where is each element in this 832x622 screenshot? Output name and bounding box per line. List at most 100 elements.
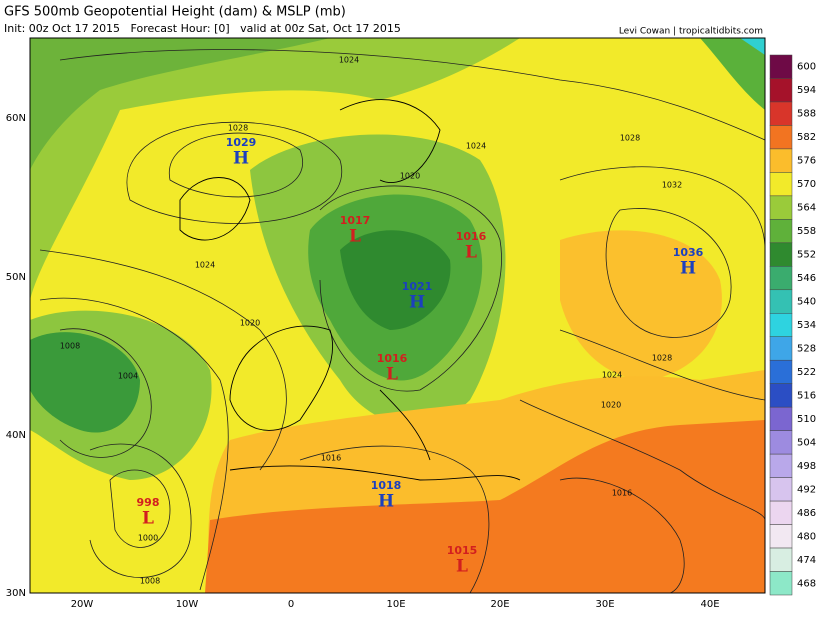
colorbar-swatch <box>769 336 793 361</box>
colorbar-swatch <box>769 383 793 408</box>
title: GFS 500mb Geopotential Height (dam) & MS… <box>4 5 346 20</box>
colorbar-swatch <box>769 430 793 455</box>
isobar-label: 1000 <box>138 534 158 543</box>
isobar-label: 1024 <box>602 371 622 380</box>
colorbar-label: 546 <box>797 273 816 284</box>
center-letter: L <box>349 227 361 247</box>
colorbar-label: 510 <box>797 414 816 425</box>
lon-label: 20W <box>71 599 94 610</box>
colorbar-label: 528 <box>797 343 816 354</box>
colorbar-label: 564 <box>797 203 816 214</box>
coastlines <box>179 99 521 481</box>
map-frame <box>29 37 766 594</box>
lon-label: 40E <box>700 599 719 610</box>
colorbar-swatch <box>769 148 793 173</box>
center-value: 1016 <box>377 352 408 365</box>
center-value: 1018 <box>371 479 402 492</box>
colorbar-swatch <box>769 266 793 291</box>
colorbar-label: 570 <box>797 179 816 190</box>
colorbar-label: 552 <box>797 250 816 261</box>
colorbar-label: 498 <box>797 461 816 472</box>
lat-label: 40N <box>6 430 26 441</box>
colorbar-swatch <box>769 547 793 572</box>
center-letter: H <box>680 259 696 279</box>
colorbar-swatch <box>769 101 793 126</box>
colorbar-label: 576 <box>797 156 816 167</box>
isobars <box>39 49 765 593</box>
colorbar-swatch <box>769 524 793 549</box>
center-letter: L <box>456 557 468 577</box>
center-letter: H <box>378 492 394 512</box>
center-letter: H <box>233 149 249 169</box>
center-value: 1015 <box>447 544 478 557</box>
colorbar-label: 522 <box>797 367 816 378</box>
isobar-label: 1016 <box>321 454 341 463</box>
colorbar-label: 468 <box>797 578 816 589</box>
colorbar-swatch <box>769 571 793 596</box>
isobar-label: 1032 <box>662 181 682 190</box>
colorbar-swatch <box>769 172 793 197</box>
center-value: 1017 <box>340 214 371 227</box>
colorbar-label: 558 <box>797 226 816 237</box>
colorbar-swatch <box>769 54 793 79</box>
lon-label: 20E <box>490 599 509 610</box>
colorbar-label: 504 <box>797 437 816 448</box>
lat-label: 30N <box>6 588 26 599</box>
credit: Levi Cowan | tropicaltidbits.com <box>619 27 763 37</box>
colorbar-label: 486 <box>797 508 816 519</box>
isobar-label: 1024 <box>466 142 486 151</box>
lon-label: 10W <box>176 599 199 610</box>
isobar-label: 1004 <box>118 372 138 381</box>
center-letter: L <box>142 509 154 529</box>
colorbar-swatch <box>769 406 793 431</box>
colorbar-swatch <box>769 313 793 337</box>
center-value: 1036 <box>673 246 704 259</box>
lon-label: 30E <box>595 599 614 610</box>
colorbar-swatch <box>769 125 793 150</box>
colorbar-label: 516 <box>797 390 816 401</box>
isobar-label: 1028 <box>652 354 672 363</box>
colorbar-label: 588 <box>797 109 816 120</box>
colorbar-swatch <box>769 453 793 478</box>
isobar-label: 1028 <box>620 134 640 143</box>
center-letter: L <box>465 243 477 263</box>
colorbar-label: 582 <box>797 132 816 143</box>
colorbar-swatch <box>769 359 793 384</box>
colorbar-swatch <box>769 500 793 525</box>
colorbar-swatch <box>769 289 793 314</box>
colorbar-swatch <box>769 477 793 502</box>
subtitle: Init: 00z Oct 17 2015 Forecast Hour: [0]… <box>4 22 401 35</box>
colorbar-label: 534 <box>797 320 816 331</box>
colorbar-label: 594 <box>797 85 816 96</box>
colorbar-swatch <box>769 195 793 220</box>
colorbar-label: 480 <box>797 531 816 542</box>
center-letter: H <box>409 293 425 313</box>
lon-label: 10E <box>386 599 405 610</box>
colorbar-swatch <box>769 78 793 103</box>
lat-label: 60N <box>6 113 26 124</box>
isobar-label: 1020 <box>601 401 621 410</box>
lat-label: 50N <box>6 272 26 283</box>
colorbar-swatch <box>769 219 793 244</box>
isobar-label: 1020 <box>400 172 420 181</box>
isobar-label: 1024 <box>339 56 359 65</box>
colorbar-label: 600 <box>797 62 816 73</box>
isobar-label: 1020 <box>240 319 260 328</box>
colorbar-label: 492 <box>797 484 816 495</box>
colorbar-label: 474 <box>797 555 816 566</box>
center-value: 1021 <box>402 280 433 293</box>
isobar-label: 1028 <box>228 124 248 133</box>
center-value: 998 <box>137 496 160 509</box>
isobar-label: 1016 <box>612 489 632 498</box>
center-value: 1029 <box>226 136 257 149</box>
map-field <box>30 38 765 593</box>
isobar-label: 1008 <box>60 342 80 351</box>
center-value: 1016 <box>456 230 487 243</box>
colorbar-swatch <box>769 242 793 267</box>
lon-label: 0 <box>288 599 294 610</box>
colorbar-label: 540 <box>797 297 816 308</box>
isobar-label: 1024 <box>195 261 215 270</box>
isobar-label: 1008 <box>140 577 160 586</box>
center-letter: L <box>386 365 398 385</box>
